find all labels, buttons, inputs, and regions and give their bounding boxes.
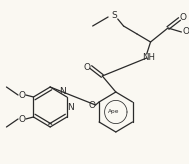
Text: NH: NH: [142, 53, 155, 62]
Text: S: S: [111, 11, 117, 20]
Text: O: O: [18, 91, 25, 100]
Text: Ape: Ape: [108, 110, 120, 114]
Text: N: N: [67, 102, 74, 112]
Text: O: O: [88, 101, 95, 110]
Text: O: O: [18, 114, 25, 123]
Text: O: O: [180, 13, 187, 22]
Text: O: O: [183, 28, 189, 37]
Text: N: N: [59, 88, 66, 96]
Text: O: O: [83, 62, 90, 72]
